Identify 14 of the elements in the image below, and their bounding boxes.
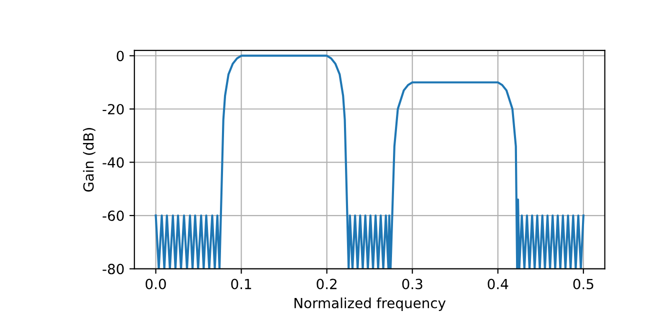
x-tick-label: 0.0 [146, 278, 166, 290]
x-tick-label: 0.4 [488, 278, 508, 290]
y-tick-label: -60 [102, 210, 124, 222]
y-axis-title: Gain (dB) [82, 128, 96, 192]
x-axis-title: Normalized frequency [294, 298, 446, 311]
x-tick-label: 0.3 [402, 278, 422, 290]
x-tick-label: 0.5 [573, 278, 594, 290]
line-series [154, 54, 584, 269]
y-tick-label: -20 [102, 104, 124, 114]
y-tick-label: -40 [102, 157, 124, 168]
x-tick-label: 0.1 [231, 278, 252, 290]
y-tick-label: -80 [102, 264, 124, 274]
y-tick-label: 0 [116, 50, 124, 62]
x-tick-label: 0.2 [316, 278, 336, 290]
